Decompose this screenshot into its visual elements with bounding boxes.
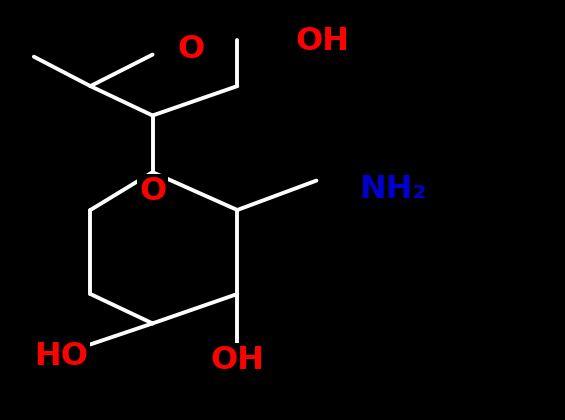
Text: OH: OH — [295, 26, 349, 58]
Text: O: O — [139, 176, 166, 207]
Text: NH₂: NH₂ — [359, 174, 426, 205]
Text: O: O — [177, 34, 205, 65]
Text: HO: HO — [34, 341, 88, 372]
Text: OH: OH — [210, 345, 264, 376]
